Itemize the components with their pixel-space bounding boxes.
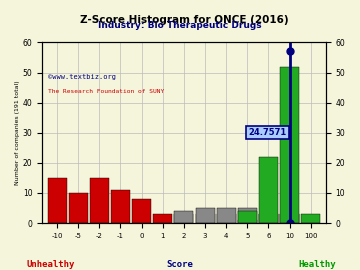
- Bar: [238, 208, 257, 223]
- Text: Unhealthy: Unhealthy: [26, 260, 75, 269]
- Bar: [111, 190, 130, 223]
- Title: Z-Score Histogram for ONCE (2016): Z-Score Histogram for ONCE (2016): [80, 15, 288, 25]
- Text: 24.7571: 24.7571: [248, 128, 287, 137]
- Text: Industry: Bio Therapeutic Drugs: Industry: Bio Therapeutic Drugs: [98, 21, 262, 30]
- Bar: [174, 211, 193, 223]
- Text: Healthy: Healthy: [298, 260, 336, 269]
- Bar: [217, 208, 236, 223]
- Bar: [132, 199, 151, 223]
- Text: Score: Score: [167, 260, 193, 269]
- Bar: [90, 178, 109, 223]
- Bar: [174, 214, 193, 223]
- Bar: [301, 214, 320, 223]
- Bar: [238, 211, 257, 223]
- Bar: [217, 214, 236, 223]
- Bar: [259, 157, 278, 223]
- Bar: [195, 214, 215, 223]
- Bar: [259, 214, 278, 223]
- Bar: [69, 193, 88, 223]
- Y-axis label: Number of companies (191 total): Number of companies (191 total): [15, 80, 20, 185]
- Bar: [259, 214, 278, 223]
- Bar: [195, 208, 215, 223]
- Bar: [153, 214, 172, 223]
- Text: The Research Foundation of SUNY: The Research Foundation of SUNY: [48, 89, 164, 94]
- Bar: [238, 220, 257, 223]
- Bar: [280, 214, 299, 223]
- Text: ©www.textbiz.org: ©www.textbiz.org: [48, 73, 116, 80]
- Bar: [48, 178, 67, 223]
- Bar: [280, 214, 299, 223]
- Bar: [280, 66, 299, 223]
